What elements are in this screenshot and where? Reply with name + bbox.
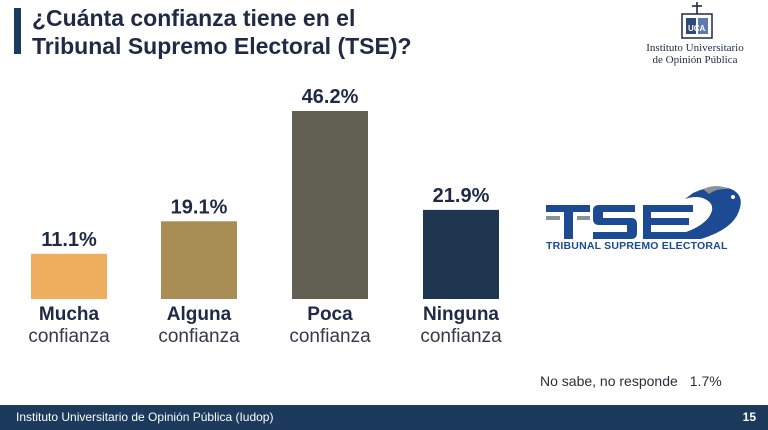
bar-4 (423, 209, 499, 299)
page-title-line-1: ¿Cuánta confianza tiene en el (32, 5, 356, 31)
data-label-4: 21.9% (433, 185, 490, 207)
institution-name-line-2: de Opinión Pública (652, 54, 738, 66)
bar-1 (31, 253, 107, 299)
svg-text:UCA: UCA (688, 24, 706, 33)
data-label-1: 11.1% (41, 229, 97, 251)
title-accent-bar (14, 8, 21, 54)
category-label-3: Poca confianza (265, 304, 395, 348)
footer-text: Instituto Universitario de Opinión Públi… (16, 410, 274, 424)
tse-logo-caption: TRIBUNAL SUPREMO ELECTORAL (546, 240, 728, 252)
category-label-sub: confianza (28, 326, 110, 347)
category-label-main: Alguna (166, 304, 232, 325)
no-response-value: 1.7% (689, 373, 722, 389)
bar-3 (292, 111, 368, 299)
bar-2 (161, 221, 237, 299)
category-label-sub: confianza (420, 326, 502, 347)
no-response-label: No sabe, no responde (540, 373, 678, 389)
category-label-4: Ninguna confianza (396, 304, 526, 348)
category-label-main: Poca (307, 304, 353, 325)
category-label-main: Mucha (38, 304, 100, 325)
category-label-main: Ninguna (423, 304, 499, 325)
institution-logo: UCA Instituto Universitario de Opinión P… (630, 2, 760, 68)
footer-bar: Instituto Universitario de Opinión Públi… (0, 405, 768, 430)
page-number: 15 (742, 410, 756, 424)
page-title-line-2: Tribunal Supremo Electoral (TSE)? (32, 33, 412, 59)
category-label-sub: confianza (289, 326, 371, 347)
tse-logo-icon (546, 186, 741, 239)
page-title: ¿Cuánta confianza tiene en el Tribunal S… (32, 4, 592, 60)
category-label-sub: confianza (158, 326, 240, 347)
iudop-logo-icon: UCA (681, 2, 713, 39)
institution-name: Instituto Universitario de Opinión Públi… (630, 42, 760, 66)
institution-name-line-1: Instituto Universitario (646, 42, 744, 54)
category-label-1: Mucha confianza (4, 304, 134, 348)
no-response-note: No sabe, no responde 1.7% (540, 373, 722, 389)
category-label-2: Alguna confianza (134, 304, 264, 348)
data-label-2: 19.1% (171, 196, 228, 218)
data-label-3: 46.2% (302, 86, 359, 108)
confidence-bar-chart: 11.1% 19.1% 46.2% 21.9% (31, 86, 499, 299)
